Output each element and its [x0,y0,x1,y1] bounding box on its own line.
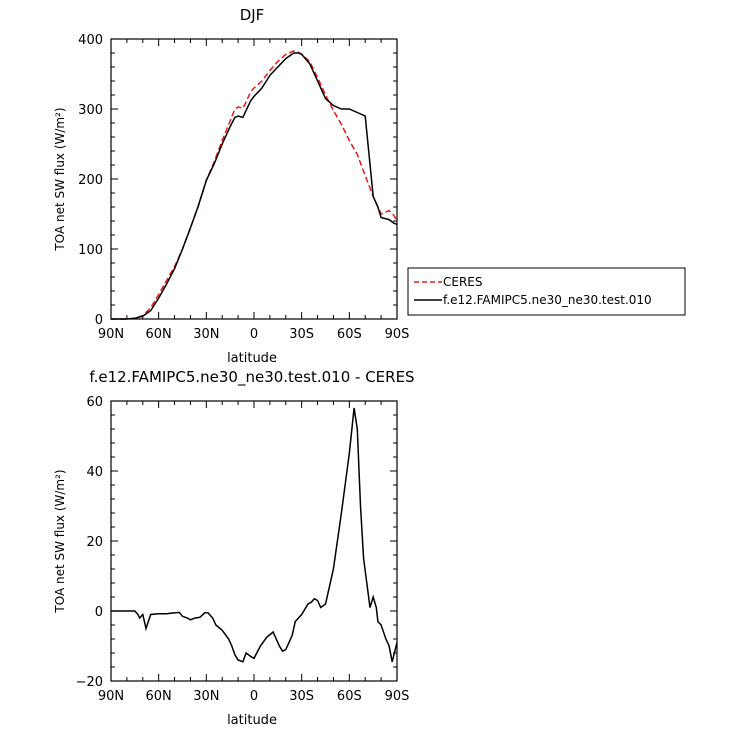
top-y-tick-label-2: 200 [78,173,103,188]
legend-label-model: f.e12.FAMIPC5.ne30_ne30.test.010 [443,293,652,307]
bottom-y-tick-label-2: 20 [86,535,103,550]
top-y-tick-label-1: 100 [78,243,103,258]
top-x-tick-label-1: 60N [146,327,172,342]
bottom-x-tick-label-5: 60S [337,689,362,704]
top-series-line-0 [111,50,398,320]
bottom-chart: f.e12.FAMIPC5.ne30_ne30.test.010 - CERES… [53,368,415,728]
legend-box [407,267,686,316]
top-y-tick-label-4: 400 [78,33,103,48]
bottom-chart-ylabel: TOA net SW flux (W/m²) [53,469,67,613]
legend: CERES f.e12.FAMIPC5.ne30_ne30.test.010 [407,267,686,316]
top-chart: DJF latitude TOA net SW flux (W/m²) 90N 6… [53,6,409,366]
bottom-x-tick-label-3: 0 [250,689,258,704]
top-chart-frame [110,38,398,320]
top-x-tick-label-2: 30N [193,327,219,342]
top-y-tick-label-3: 300 [78,103,103,118]
bottom-series-line-0 [111,407,398,663]
top-series-line-1 [111,52,398,320]
bottom-y-tick-label-1: 0 [95,605,103,620]
bottom-y-tick-label-3: 40 [86,465,103,480]
bottom-x-tick-label-2: 30N [193,689,219,704]
top-x-tick-label-0: 90N [98,327,124,342]
bottom-x-tick-label-4: 30S [289,689,314,704]
bottom-chart-title: f.e12.FAMIPC5.ne30_ne30.test.010 - CERES [89,368,414,387]
bottom-x-tick-label-1: 60N [146,689,172,704]
top-x-tick-label-4: 30S [289,327,314,342]
top-chart-xlabel: latitude [227,351,277,366]
top-chart-title: DJF [240,6,265,24]
bottom-y-tick-label-4: 60 [86,395,103,410]
bottom-x-tick-label-6: 90S [385,689,410,704]
top-y-tick-label-0: 0 [95,313,103,328]
bottom-x-tick-label-0: 90N [98,689,124,704]
top-x-tick-label-5: 60S [337,327,362,342]
top-chart-ylabel: TOA net SW flux (W/m²) [53,107,67,251]
bottom-chart-frame [110,400,398,682]
top-x-tick-label-6: 90S [385,327,410,342]
bottom-chart-xlabel: latitude [227,713,277,728]
bottom-y-tick-label-0: −20 [76,675,103,690]
legend-label-ceres: CERES [443,275,483,289]
top-x-tick-label-3: 0 [250,327,258,342]
